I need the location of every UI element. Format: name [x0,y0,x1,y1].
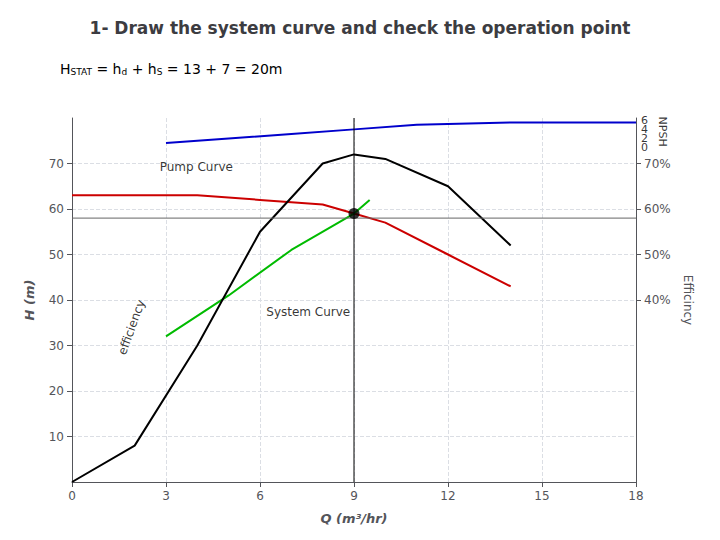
svg-text:0: 0 [68,489,76,503]
svg-text:12: 12 [440,489,455,503]
svg-text:+ h: + h [127,61,157,77]
svg-text:H (m): H (m) [22,280,37,321]
svg-text:STAT: STAT [71,67,93,77]
svg-text:60: 60 [49,202,64,216]
svg-text:Q (m³/hr): Q (m³/hr) [320,511,387,526]
svg-text:70%: 70% [644,157,671,171]
svg-text:NPSH: NPSH [656,117,669,147]
svg-text:50%: 50% [644,248,671,262]
svg-text:S: S [156,66,163,77]
svg-text:Efficincy: Efficincy [681,275,695,325]
svg-text:30: 30 [49,339,64,353]
svg-text:40%: 40% [644,293,671,307]
svg-text:d: d [121,66,128,77]
svg-text:70: 70 [49,157,64,171]
svg-text:4: 4 [641,122,648,136]
svg-text:10: 10 [49,430,64,444]
svg-text:1- Draw the system curve and c: 1- Draw the system curve and check the o… [90,18,631,38]
svg-text:6: 6 [641,114,648,127]
svg-text:9: 9 [350,489,358,503]
svg-text:40: 40 [49,293,64,307]
svg-text:20: 20 [49,384,64,398]
svg-text:= 13 + 7 = 20m: = 13 + 7 = 20m [162,61,282,77]
svg-text:18: 18 [628,489,643,503]
svg-text:60%: 60% [644,202,671,216]
svg-text:H: H [60,61,71,77]
svg-text:15: 15 [534,489,549,503]
svg-text:3: 3 [162,489,170,503]
svg-text:System Curve: System Curve [266,305,350,319]
svg-text:6: 6 [256,489,264,503]
svg-text:Pump Curve: Pump Curve [160,160,233,174]
svg-text:50: 50 [49,248,64,262]
svg-text:0: 0 [641,141,648,155]
svg-text:efficiency: efficiency [115,298,148,357]
svg-text:= h: = h [92,61,122,77]
svg-text:2: 2 [641,132,648,145]
